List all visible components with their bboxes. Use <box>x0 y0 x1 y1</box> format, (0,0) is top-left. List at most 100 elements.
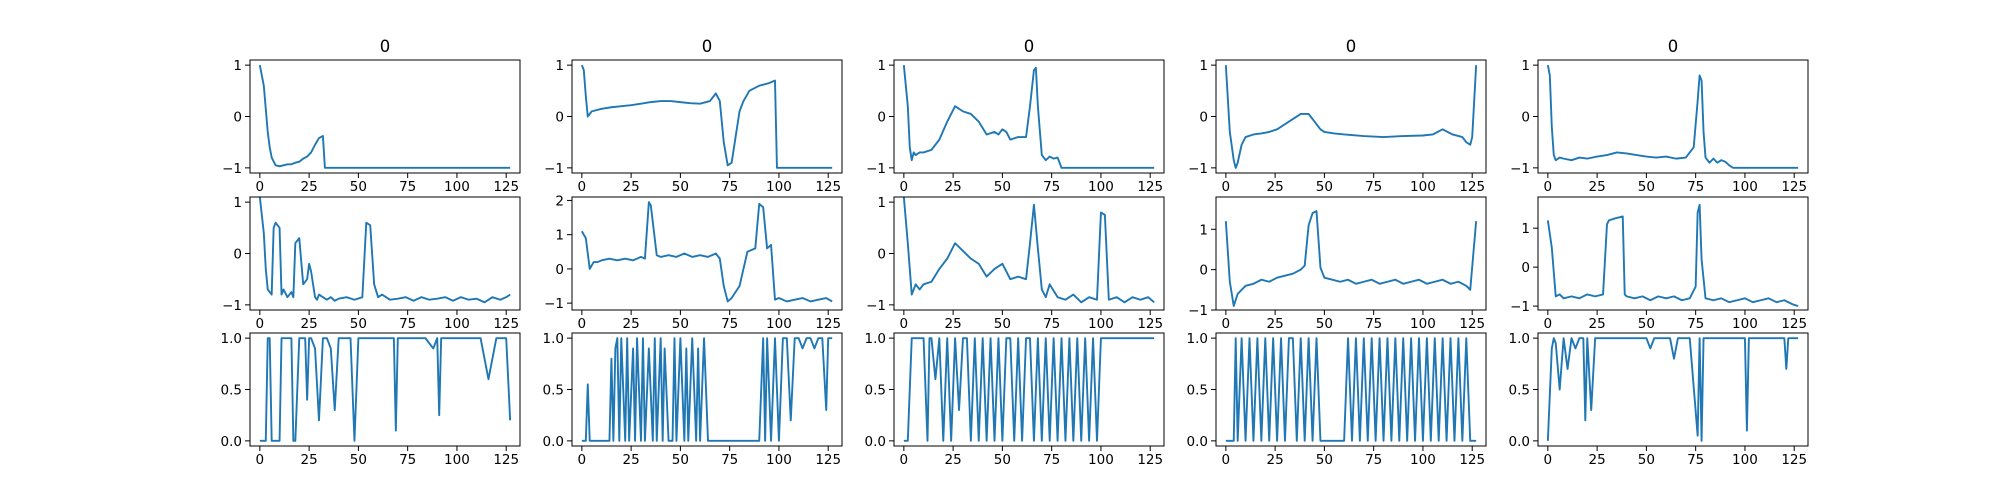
axes-frame <box>1537 59 1809 174</box>
x-tick-label: 75 <box>1043 316 1060 332</box>
x-tick-label: 75 <box>399 179 416 195</box>
x-tick-label: 75 <box>721 179 738 195</box>
subplot-panel-noisy: 0 25 50 75 100 125 1 0 −1 <box>1188 196 1487 332</box>
x-tick-label: 75 <box>1043 452 1060 468</box>
x-tick-label: 125 <box>1137 316 1163 332</box>
x-tick-label: 0 <box>256 179 265 195</box>
x-tick-label: 100 <box>766 316 792 332</box>
x-tick-label: 100 <box>1732 179 1758 195</box>
y-tick-label: 0 <box>233 110 242 126</box>
x-tick-label: 100 <box>766 452 792 468</box>
x-tick-label: 75 <box>1687 452 1704 468</box>
subplot-panel-noisy: 0 25 50 75 100 125 2 1 0 −1 <box>544 193 843 332</box>
axes-frame <box>571 59 843 174</box>
series-line <box>1224 210 1478 307</box>
series-line <box>581 337 833 442</box>
subplot-panel-original: 0 25 50 75 100 125 1 0 −1 <box>222 58 521 195</box>
x-tick-label: 75 <box>721 316 738 332</box>
x-tick-label: 25 <box>945 179 962 195</box>
series-line <box>902 65 1155 169</box>
x-tick-label: 0 <box>900 179 909 195</box>
x-tick-label: 100 <box>444 452 470 468</box>
y-tick-label: 0 <box>1199 263 1208 279</box>
x-tick-label: 100 <box>1410 452 1436 468</box>
x-tick-label: 125 <box>1137 452 1163 468</box>
y-tick-label: 1.0 <box>1509 331 1530 347</box>
y-tick-label: 1 <box>233 195 242 211</box>
x-tick-label: 0 <box>900 452 909 468</box>
y-tick-label: 1 <box>877 58 886 74</box>
y-tick-label: 0 <box>877 247 886 263</box>
x-tick-label: 25 <box>945 316 962 332</box>
x-tick-label: 50 <box>994 316 1011 332</box>
subplot-title: 0 <box>380 37 391 56</box>
axes-frame <box>249 332 521 447</box>
subplot-panel-original: 0 25 50 75 100 125 1 0 −1 <box>1510 58 1809 195</box>
x-tick-label: 100 <box>444 316 470 332</box>
y-tick-label: 1 <box>1199 58 1208 74</box>
x-tick-label: 125 <box>1459 316 1485 332</box>
series-line <box>1225 337 1477 442</box>
x-tick-label: 50 <box>672 179 689 195</box>
y-tick-label: 1.0 <box>865 331 886 347</box>
x-tick-label: 125 <box>1781 452 1807 468</box>
x-tick-label: 0 <box>578 452 587 468</box>
subplot-column-1: 0 0 25 50 75 100 125 1 0 −1 0 25 50 75 100 125 2 1 0 −1 0 25 5… <box>543 37 843 468</box>
y-tick-label: 0 <box>233 247 242 263</box>
x-tick-label: 50 <box>350 179 367 195</box>
axes-frame <box>893 332 1165 447</box>
x-tick-label: 75 <box>1043 179 1060 195</box>
x-tick-label: 125 <box>815 452 841 468</box>
x-tick-label: 50 <box>672 316 689 332</box>
series-line <box>258 64 511 169</box>
y-tick-label: 0 <box>555 110 564 126</box>
y-tick-label: 1.0 <box>221 331 242 347</box>
x-tick-label: 100 <box>1410 179 1436 195</box>
y-tick-label: 1 <box>1521 221 1530 237</box>
axes-frame <box>571 196 843 311</box>
x-tick-label: 125 <box>1781 179 1807 195</box>
x-tick-label: 50 <box>1316 452 1333 468</box>
x-tick-label: 25 <box>301 452 318 468</box>
x-tick-label: 0 <box>1222 316 1231 332</box>
y-tick-label: 0 <box>877 110 886 126</box>
series-line <box>1546 203 1799 308</box>
series-line <box>1546 64 1799 169</box>
y-tick-label: 0 <box>1521 110 1530 126</box>
x-tick-label: 125 <box>815 179 841 195</box>
subplot-panel-original: 0 25 50 75 100 125 1 0 −1 <box>866 58 1165 195</box>
x-tick-label: 25 <box>301 316 318 332</box>
series-line <box>902 196 1155 304</box>
x-tick-label: 0 <box>1544 316 1553 332</box>
subplot-title: 0 <box>1668 37 1679 56</box>
subplot-panel-noisy: 0 25 50 75 100 125 1 0 −1 <box>1510 196 1809 332</box>
x-tick-label: 0 <box>900 316 909 332</box>
y-tick-label: −1 <box>544 296 564 312</box>
x-tick-label: 25 <box>301 179 318 195</box>
y-tick-label: 0.0 <box>1509 434 1530 450</box>
subplot-panel-mask: 0 25 50 75 100 125 1.0 0.5 0.0 <box>1509 331 1809 468</box>
y-tick-label: 0 <box>555 262 564 278</box>
subplot-panel-mask: 0 25 50 75 100 125 1.0 0.5 0.0 <box>865 331 1165 468</box>
x-tick-label: 100 <box>444 179 470 195</box>
x-tick-label: 25 <box>1267 452 1284 468</box>
axes-frame <box>249 59 521 174</box>
x-tick-label: 25 <box>1589 316 1606 332</box>
x-tick-label: 0 <box>1222 179 1231 195</box>
y-tick-label: 1.0 <box>543 331 564 347</box>
y-tick-label: 1 <box>555 228 564 244</box>
y-tick-label: −1 <box>1188 161 1208 177</box>
x-tick-label: 75 <box>399 452 416 468</box>
y-tick-label: 1 <box>233 58 242 74</box>
y-tick-label: 0.0 <box>221 434 242 450</box>
subplot-title: 0 <box>702 37 713 56</box>
x-tick-label: 50 <box>994 452 1011 468</box>
x-tick-label: 125 <box>1781 316 1807 332</box>
x-tick-label: 100 <box>1088 452 1114 468</box>
x-tick-label: 50 <box>994 179 1011 195</box>
x-tick-label: 0 <box>1222 452 1231 468</box>
x-tick-label: 75 <box>1687 316 1704 332</box>
x-tick-label: 25 <box>1267 316 1284 332</box>
